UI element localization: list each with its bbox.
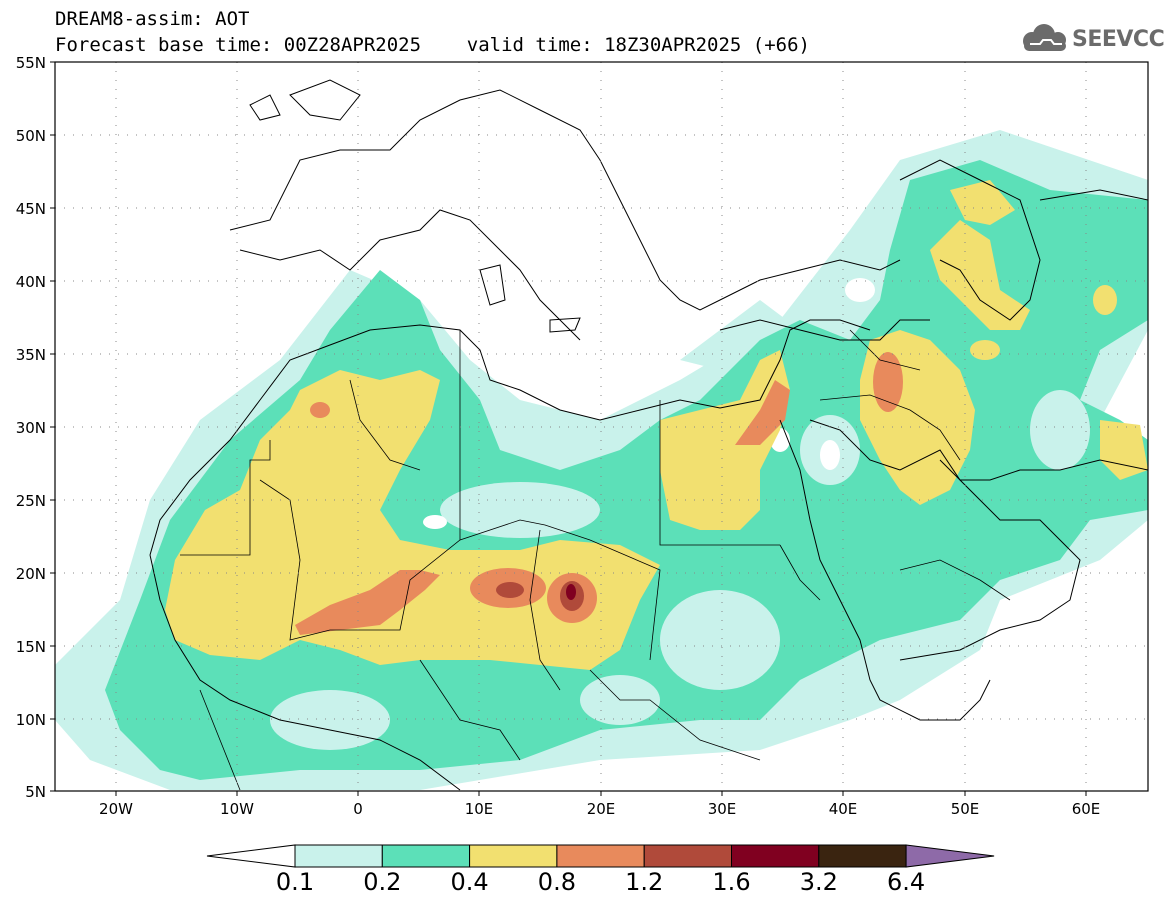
colorbar-over-arrow xyxy=(905,844,995,868)
colorbar-label: 0.1 xyxy=(275,868,315,896)
lon-tick-label: 20W xyxy=(99,800,133,818)
aot-level-1.6 xyxy=(566,584,576,600)
colorbar-box xyxy=(469,844,558,868)
colorbar-box xyxy=(294,844,383,868)
lat-tick-label: 30N xyxy=(16,419,46,437)
lat-tick-label: 55N xyxy=(16,54,46,72)
lat-tick-label: 25N xyxy=(16,492,46,510)
map-subtitle: Forecast base time: 00Z28APR2025 valid t… xyxy=(55,34,810,56)
colorbar-box xyxy=(731,844,820,868)
lon-tick-label: 50E xyxy=(951,800,980,818)
country-borders xyxy=(180,329,1011,791)
colorbar-label: 0.2 xyxy=(363,868,402,896)
logo-text: SEEVCCC xyxy=(1072,27,1165,52)
lon-tick-label: 0 xyxy=(353,800,363,818)
lon-tick-label: 60E xyxy=(1072,800,1101,818)
lat-tick-label: 20N xyxy=(16,565,46,583)
colorbar-box xyxy=(643,844,733,868)
lat-tick-label: 40N xyxy=(16,273,46,291)
colorbar-box xyxy=(381,844,471,868)
lat-tick-label: 15N xyxy=(16,638,46,656)
lat-tick-label: 35N xyxy=(16,346,46,364)
lon-tick-label: 10E xyxy=(465,800,494,818)
lat-tick-label: 50N xyxy=(16,127,46,145)
colorbar xyxy=(206,844,995,868)
colorbar-under-arrow xyxy=(206,844,296,868)
colorbar-label: 1.2 xyxy=(625,868,664,896)
map-title: DREAM8-assim: AOT xyxy=(55,8,250,30)
colorbar-label: 6.4 xyxy=(887,868,926,896)
lon-tick-label: 10W xyxy=(220,800,254,818)
colorbar-label: 0.4 xyxy=(450,868,489,896)
colorbar-label: 0.8 xyxy=(537,868,576,896)
lat-tick-label: 5N xyxy=(25,783,46,801)
colorbar-label: 1.6 xyxy=(712,868,751,896)
lon-tick-label: 30E xyxy=(708,800,737,818)
tick-marks xyxy=(50,61,1087,796)
lon-tick-label: 40E xyxy=(829,800,858,818)
cloud-logo-icon xyxy=(1023,24,1066,51)
colorbar-box xyxy=(556,844,645,868)
coastlines xyxy=(149,79,1148,791)
aot-level-0.8 xyxy=(295,352,903,635)
lat-tick-label: 45N xyxy=(16,200,46,218)
colorbar-label: 3.2 xyxy=(799,868,838,896)
lat-tick-label: 10N xyxy=(16,711,46,729)
colorbar-box xyxy=(818,844,907,868)
lon-tick-label: 20E xyxy=(587,800,616,818)
